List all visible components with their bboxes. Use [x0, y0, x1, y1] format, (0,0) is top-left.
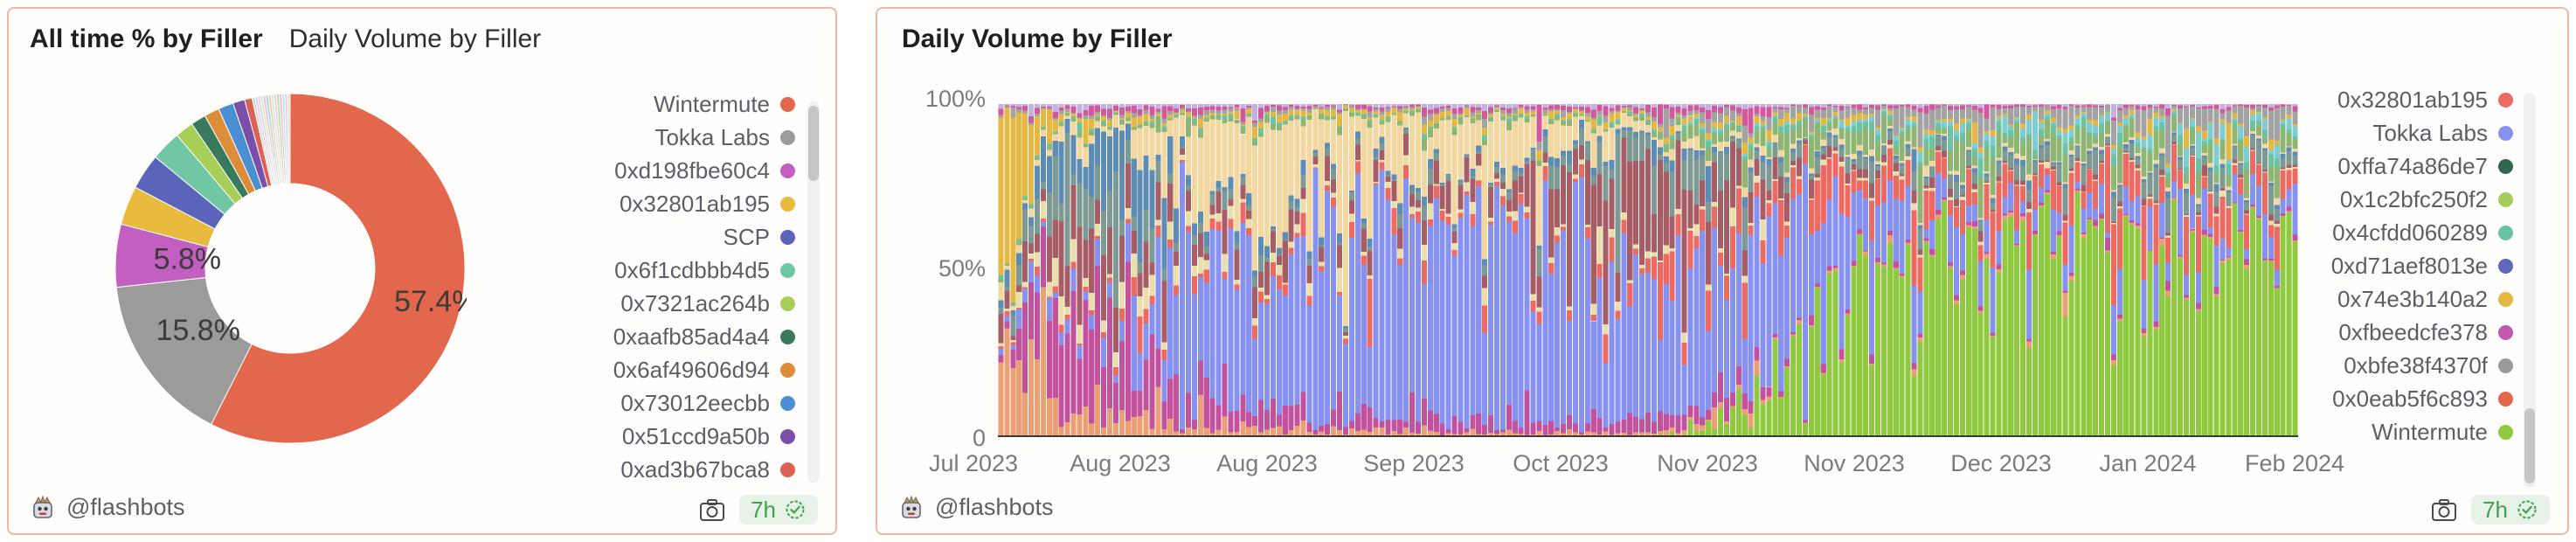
legend-item[interactable]: 0xd71aef8013e	[2331, 249, 2513, 282]
legend-scrollbar[interactable]	[2524, 93, 2536, 488]
legend-item[interactable]: 0x51ccd9a50b	[613, 420, 795, 453]
legend-swatch	[2498, 324, 2513, 340]
legend-item[interactable]: 0x32801ab195	[2331, 83, 2513, 116]
legend-item[interactable]: 0xfbeedcfe378	[2331, 316, 2513, 349]
watermark-handle: @flashbots	[66, 494, 185, 520]
left-panel-tabs: All time % by Filler Daily Volume by Fil…	[30, 24, 541, 54]
legend-swatch	[780, 196, 795, 212]
legend-swatch	[780, 462, 795, 477]
watermark-handle: @flashbots	[935, 494, 1054, 520]
flashbots-robot-icon	[902, 494, 921, 518]
legend-swatch	[2498, 391, 2513, 406]
legend-item[interactable]: 0x73012eecbb	[613, 386, 795, 420]
legend-item[interactable]: 0x7321ac264b	[613, 287, 795, 320]
legend-swatch	[2498, 92, 2513, 108]
legend-item[interactable]: 0x6af49606d94	[613, 353, 795, 386]
legend-swatch	[780, 96, 795, 112]
verified-seal-icon	[2517, 500, 2537, 519]
donut-percent-label: 57.4%	[394, 285, 467, 318]
donut-slice	[287, 93, 291, 184]
donut-chart[interactable]: 57.4% 15.8% 5.8%	[114, 92, 467, 445]
legend-item[interactable]: Wintermute	[613, 87, 795, 121]
legend-item[interactable]: Tokka Labs	[2331, 116, 2513, 149]
legend-item[interactable]: Wintermute	[2331, 415, 2513, 448]
data-freshness-badge[interactable]: 7h	[739, 495, 818, 525]
freshness-age: 7h	[2483, 497, 2508, 523]
left-panel-actions: 7h	[699, 495, 818, 525]
legend-item[interactable]: 0x4cfdd060289	[2331, 216, 2513, 249]
legend-item[interactable]: 0xad3b67bca8	[613, 453, 795, 486]
y-axis-tick: 100%	[924, 86, 986, 112]
freshness-age: 7h	[751, 497, 776, 523]
flashbots-robot-icon	[33, 494, 52, 518]
donut-slice	[115, 276, 253, 426]
donut-legend: Wintermute Tokka Labs 0xd198fbe60c4 0x32801…	[613, 87, 795, 486]
legend-swatch	[780, 262, 795, 278]
x-axis-tick: Aug 2023	[1216, 450, 1318, 476]
y-axis-tick: 0	[972, 425, 986, 451]
x-axis-tick: Oct 2023	[1513, 450, 1609, 476]
right-panel-actions: 7h	[2431, 495, 2550, 525]
legend-item[interactable]: 0x32801ab195	[613, 187, 795, 220]
legend-item[interactable]: 0x74e3b140a2	[2331, 282, 2513, 316]
camera-screenshot-icon[interactable]	[2431, 498, 2457, 522]
legend-swatch	[780, 229, 795, 245]
legend-swatch	[780, 362, 795, 378]
legend-swatch	[2498, 258, 2513, 274]
data-freshness-badge[interactable]: 7h	[2471, 495, 2550, 525]
legend-swatch	[2498, 225, 2513, 240]
legend-scrollbar[interactable]	[807, 101, 820, 483]
page-title: Daily Volume by Filler	[902, 24, 1173, 53]
legend-swatch	[780, 329, 795, 344]
legend-swatch	[780, 395, 795, 411]
panel-all-time-by-filler: All time % by Filler Daily Volume by Fil…	[7, 7, 837, 535]
legend-swatch	[2498, 358, 2513, 373]
donut-percent-label: 15.8%	[156, 314, 240, 347]
camera-screenshot-icon[interactable]	[699, 498, 725, 522]
legend-swatch	[2498, 158, 2513, 174]
legend-swatch	[780, 428, 795, 444]
legend-item[interactable]: 0xaafb85ad4a4	[613, 320, 795, 353]
x-axis-tick: Sep 2023	[1363, 450, 1465, 476]
tab-daily-volume-by-filler[interactable]: Daily Volume by Filler	[288, 24, 542, 53]
legend-item[interactable]: Tokka Labs	[613, 121, 795, 154]
x-axis-tick: Dec 2023	[1950, 450, 2052, 476]
x-axis-tick: Feb 2024	[2244, 450, 2345, 476]
panel-daily-volume-by-filler: Daily Volume by Filler 100% 50% 0 Jul 2023…	[876, 7, 2569, 535]
legend-swatch	[2498, 191, 2513, 207]
x-axis-tick: Nov 2023	[1657, 450, 1758, 476]
legend-item[interactable]: 0x6f1cdbbb4d5	[613, 254, 795, 287]
y-axis-tick: 50%	[938, 255, 986, 281]
legend-item[interactable]: 0xbfe38f4370f	[2331, 349, 2513, 382]
legend-item[interactable]: 0xd198fbe60c4	[613, 154, 795, 187]
stacked-bar-chart[interactable]	[998, 104, 2298, 437]
legend-swatch	[2498, 291, 2513, 307]
verified-seal-icon	[786, 500, 805, 519]
legend-swatch	[2498, 424, 2513, 440]
legend-item[interactable]: 0x1c2bfc250f2	[2331, 183, 2513, 216]
legend-item[interactable]: 0x0eab5f6c893	[2331, 382, 2513, 415]
donut-slice	[211, 93, 466, 444]
legend-swatch	[780, 163, 795, 178]
legend-swatch	[2498, 125, 2513, 141]
x-axis-tick: Nov 2023	[1804, 450, 1905, 476]
legend-swatch	[780, 295, 795, 311]
legend-scrollbar-thumb[interactable]	[808, 106, 819, 181]
legend-scrollbar-thumb[interactable]	[2524, 408, 2535, 483]
x-axis-tick: Jul 2023	[928, 450, 1019, 476]
watermark: @flashbots	[898, 494, 1053, 521]
x-axis-tick: Aug 2023	[1070, 450, 1171, 476]
x-axis-tick: Jan 2024	[2099, 450, 2197, 476]
legend-swatch	[780, 129, 795, 145]
legend-item[interactable]: SCP	[613, 220, 795, 254]
watermark: @flashbots	[30, 494, 184, 521]
tab-all-time-percent-by-filler[interactable]: All time % by Filler	[30, 24, 263, 53]
legend-item[interactable]: 0xffa74a86de7	[2331, 149, 2513, 183]
donut-percent-label: 5.8%	[154, 242, 222, 275]
bar-chart-legend: 0x32801ab195 Tokka Labs 0xffa74a86de7 0x1c2…	[2331, 83, 2513, 448]
